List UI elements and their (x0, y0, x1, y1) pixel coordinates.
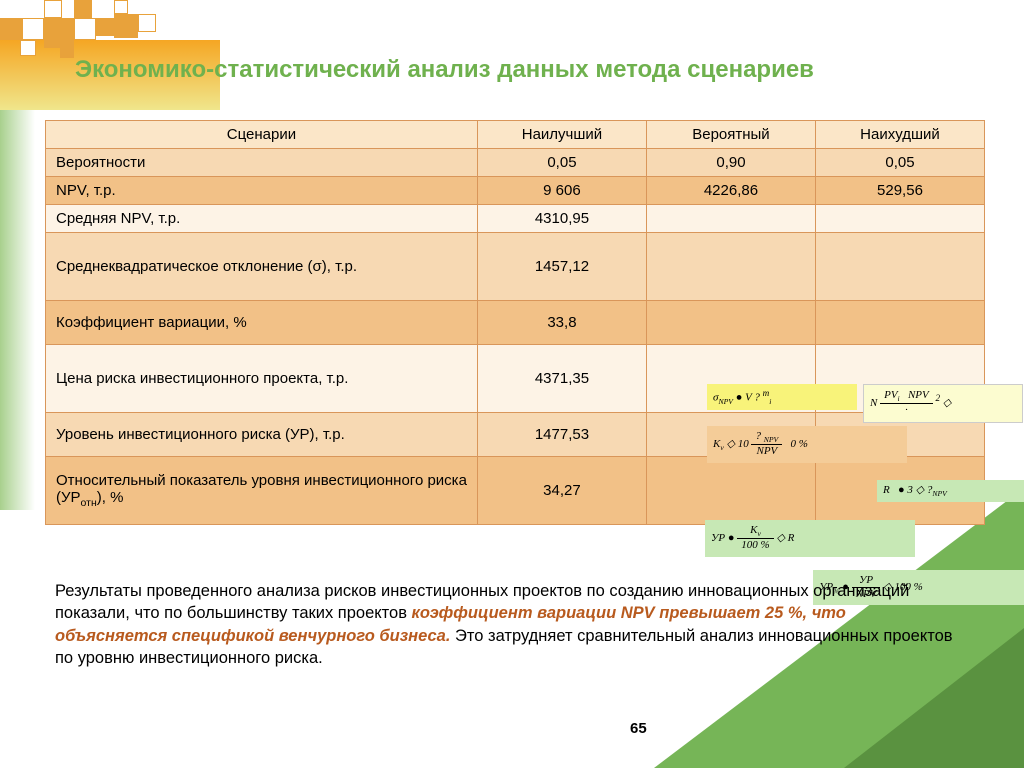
cell-value: 4310,95 (477, 205, 646, 233)
table-row: Относительный показатель уровня инвестиц… (46, 457, 985, 525)
cell-value (815, 205, 984, 233)
col-Вероятный: Вероятный (646, 121, 815, 149)
deco-square (114, 0, 128, 14)
deco-square (60, 44, 74, 58)
row-label: Цена риска инвестиционного проекта, т.р. (46, 345, 478, 413)
cell-value (815, 233, 984, 301)
cell-value (815, 301, 984, 345)
slide-title: Экономико-статистический анализ данных м… (75, 55, 955, 85)
cell-value: 4226,86 (646, 177, 815, 205)
row-label: Коэффициент вариации, % (46, 301, 478, 345)
deco-square (114, 14, 138, 38)
formula-box: N PVi NPV· 2 ◇ (863, 384, 1023, 423)
formula-box: Kv ◇ 10 ? NPVNPV 0 % (707, 426, 907, 463)
table-row: Среднеквадратическое отклонение (σ), т.р… (46, 233, 985, 301)
col-scenario: Сценарии (46, 121, 478, 149)
cell-value: 4371,35 (477, 345, 646, 413)
formula-box: R ● 3 ◇ ?NPV (877, 480, 1024, 502)
gradient-side-band (0, 110, 35, 510)
col-Наилучший: Наилучший (477, 121, 646, 149)
deco-square (44, 0, 62, 18)
cell-value (646, 301, 815, 345)
content-area: СценарииНаилучшийВероятныйНаихудший Веро… (45, 120, 985, 525)
formula-box: УР ● Kv100 % ◇ R (705, 520, 915, 557)
deco-square (74, 18, 96, 40)
deco-square (74, 0, 92, 18)
deco-square (96, 18, 114, 36)
row-label: Относительный показатель уровня инвестиц… (46, 457, 478, 525)
cell-value: 34,27 (477, 457, 646, 525)
row-label: Среднеквадратическое отклонение (σ), т.р… (46, 233, 478, 301)
cell-value: 529,56 (815, 177, 984, 205)
row-label: NPV, т.р. (46, 177, 478, 205)
row-label: Уровень инвестиционного риска (УР), т.р. (46, 413, 478, 457)
cell-value: 1457,12 (477, 233, 646, 301)
cell-value: 0,90 (646, 149, 815, 177)
table-row: Вероятности0,050,900,05 (46, 149, 985, 177)
conclusion-text: Результаты проведенного анализа рисков и… (55, 580, 955, 669)
cell-value: 33,8 (477, 301, 646, 345)
cell-value: 9 606 (477, 177, 646, 205)
deco-square (22, 18, 44, 40)
deco-square (20, 40, 36, 56)
formula-box: σNPV ● V ? mi (707, 384, 857, 410)
table-row: Средняя NPV, т.р.4310,95 (46, 205, 985, 233)
row-label: Вероятности (46, 149, 478, 177)
cell-value (646, 457, 815, 525)
scenario-table: СценарииНаилучшийВероятныйНаихудший Веро… (45, 120, 985, 525)
cell-value (646, 205, 815, 233)
cell-value: 1477,53 (477, 413, 646, 457)
col-Наихудший: Наихудший (815, 121, 984, 149)
row-label: Средняя NPV, т.р. (46, 205, 478, 233)
cell-value: 0,05 (815, 149, 984, 177)
cell-value (646, 233, 815, 301)
page-number: 65 (630, 720, 647, 737)
table-row: Коэффициент вариации, %33,8 (46, 301, 985, 345)
deco-square (0, 18, 22, 40)
cell-value: 0,05 (477, 149, 646, 177)
table-row: NPV, т.р.9 6064226,86529,56 (46, 177, 985, 205)
deco-square (138, 14, 156, 32)
